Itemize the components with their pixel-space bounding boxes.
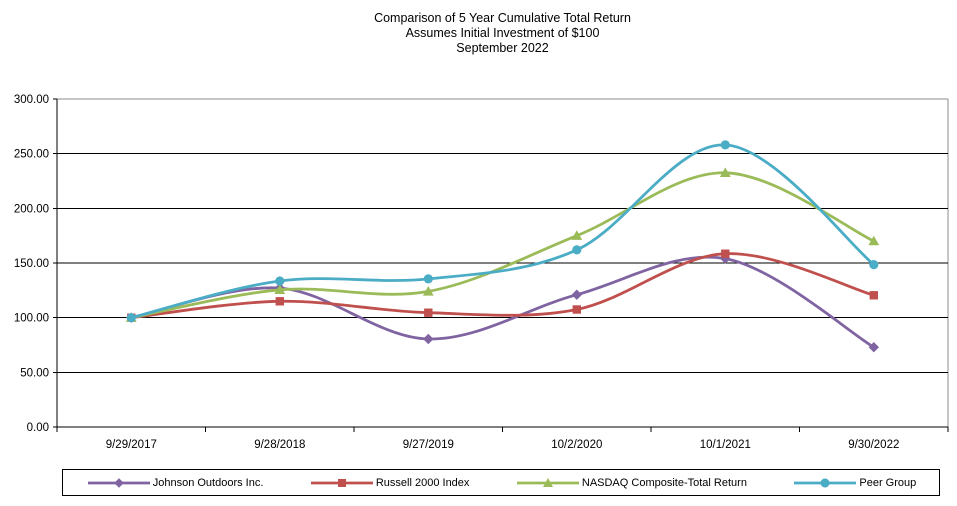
chart-title: Comparison of 5 Year Cumulative Total Re… [57, 11, 948, 56]
series-marker-triangle [274, 284, 286, 294]
series-line-triangle [129, 171, 876, 320]
legend-swatch-triangle-icon [516, 477, 579, 487]
x-axis-label: 10/2/2020 [551, 439, 602, 451]
legend-swatch-diamond-icon [87, 477, 150, 488]
y-axis-label: 250.00 [14, 149, 49, 161]
legend-label: NASDAQ Composite-Total Return [581, 476, 747, 489]
chart-title-line1: Comparison of 5 Year Cumulative Total Re… [374, 11, 631, 25]
legend-label: Russell 2000 Index [375, 476, 470, 489]
series-marker-square [721, 249, 730, 258]
legend: Johnson Outdoors Inc. Russell 2000 Index N… [62, 469, 940, 496]
legend-label: Johnson Outdoors Inc. [152, 476, 264, 489]
legend-item: Peer Group [792, 477, 916, 489]
series-marker-circle [720, 140, 730, 150]
chart-title-line2: Assumes Initial Investment of $100 [405, 26, 600, 40]
series-marker-square [572, 305, 581, 314]
legend-item: NASDAQ Composite-Total Return [515, 477, 747, 489]
series-marker-diamond [423, 333, 434, 345]
legend-swatch-square-icon [310, 478, 373, 487]
x-axis-label: 9/28/2018 [254, 439, 305, 451]
series-marker-circle [869, 260, 879, 270]
x-axis-label: 9/27/2019 [403, 439, 454, 451]
y-axis-label: 150.00 [14, 258, 49, 270]
y-axis-label: 200.00 [14, 203, 49, 215]
series-marker-triangle [719, 167, 731, 177]
series-line-circle [129, 143, 876, 320]
chart-title-line3: September 2022 [456, 41, 549, 55]
legend-item: Russell 2000 Index [309, 476, 470, 489]
y-axis-label: 0.00 [27, 422, 49, 434]
series-marker-diamond [868, 342, 879, 353]
y-axis-label: 300.00 [14, 94, 49, 106]
series-marker-square [275, 297, 284, 306]
series-marker-diamond [571, 289, 582, 300]
series-marker-diamond [720, 253, 731, 264]
series-marker-circle [275, 276, 285, 286]
series-line-diamond [129, 255, 876, 349]
y-axis-label: 50.00 [20, 367, 49, 379]
legend-swatch-circle-icon [794, 478, 857, 487]
x-axis-label: 9/29/2017 [106, 439, 157, 451]
x-axis-label: 9/30/2022 [848, 439, 899, 451]
legend-item: Johnson Outdoors Inc. [86, 476, 264, 489]
series-marker-triangle [868, 235, 880, 246]
series-marker-circle [126, 313, 136, 323]
y-axis-label: 100.00 [14, 313, 49, 325]
series-line-square [129, 252, 876, 320]
series-marker-circle [423, 274, 433, 284]
series-marker-square [869, 291, 878, 300]
series-marker-circle [572, 245, 582, 255]
x-axis-label: 10/1/2021 [700, 439, 751, 451]
series-marker-square [424, 308, 433, 317]
series-marker-triangle [422, 286, 434, 296]
legend-label: Peer Group [859, 476, 917, 489]
plot-area: 0.00 50.00 100.00 150.00 200.00 250.00 300.00 9… [14, 94, 949, 451]
series-marker-triangle [571, 230, 583, 240]
